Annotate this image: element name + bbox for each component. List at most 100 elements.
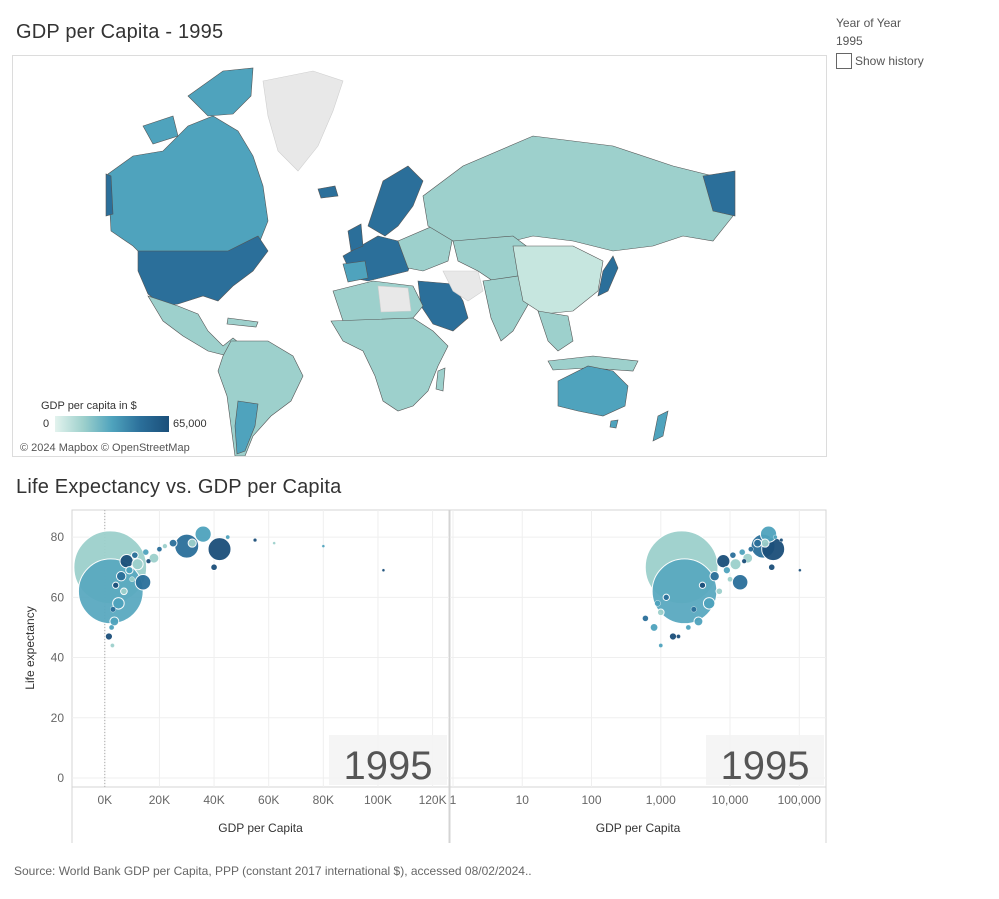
- year-filter-value[interactable]: 1995: [836, 34, 863, 48]
- country-point[interactable]: [656, 608, 665, 617]
- world-map[interactable]: GDP per capita in $ 0 65,000 © 2024 Mapb…: [12, 55, 827, 457]
- country-point[interactable]: [668, 632, 678, 641]
- map-region-indonesia[interactable]: [547, 355, 639, 372]
- x-tick-label: 120K: [419, 793, 447, 807]
- y-tick-label: 40: [51, 651, 65, 665]
- country-point[interactable]: [112, 597, 125, 610]
- show-history-checkbox[interactable]: [836, 53, 852, 69]
- map-region-scandinavia[interactable]: [367, 165, 424, 237]
- country-point[interactable]: [690, 606, 697, 613]
- country-point[interactable]: [148, 552, 160, 564]
- country-point[interactable]: [642, 615, 649, 622]
- country-point[interactable]: [767, 563, 776, 572]
- country-point[interactable]: [109, 616, 120, 627]
- country-point[interactable]: [722, 566, 731, 575]
- country-point[interactable]: [142, 548, 149, 556]
- country-point[interactable]: [112, 581, 120, 589]
- country-point[interactable]: [753, 538, 763, 548]
- y-tick-label: 0: [57, 771, 64, 785]
- map-region-new-zealand[interactable]: [652, 410, 669, 442]
- country-point[interactable]: [772, 534, 778, 540]
- map-region-australia[interactable]: [557, 365, 629, 417]
- country-point[interactable]: [685, 624, 692, 631]
- y-tick-label: 60: [51, 590, 65, 604]
- country-point[interactable]: [120, 587, 128, 596]
- country-point[interactable]: [134, 573, 152, 591]
- country-point[interactable]: [698, 581, 707, 589]
- country-point[interactable]: [693, 616, 704, 627]
- country-point[interactable]: [168, 538, 178, 548]
- country-point[interactable]: [702, 597, 716, 610]
- map-region-madagascar[interactable]: [435, 367, 446, 392]
- country-point[interactable]: [156, 546, 163, 552]
- map-region-iceland[interactable]: [317, 185, 339, 199]
- map-region-japan[interactable]: [597, 255, 619, 297]
- map-region-greenland[interactable]: [262, 70, 344, 172]
- country-point[interactable]: [381, 568, 386, 572]
- map-region-usa[interactable]: [137, 235, 269, 307]
- map-region-libya-egypt-nodata[interactable]: [377, 285, 412, 313]
- scatter-linear-panel[interactable]: 0 20 40 60 80 0K 20K 40K 60K 80K 100K 120K 1995 GDP p…: [51, 509, 450, 843]
- country-point[interactable]: [798, 568, 802, 572]
- map-region-canada-islands[interactable]: [187, 67, 254, 117]
- country-point[interactable]: [748, 546, 754, 552]
- country-point[interactable]: [662, 593, 670, 601]
- country-point[interactable]: [210, 563, 218, 572]
- map-region-china[interactable]: [512, 245, 604, 315]
- country-point[interactable]: [658, 643, 664, 648]
- map-region-canada-islands-2[interactable]: [142, 115, 179, 145]
- country-point[interactable]: [654, 600, 661, 607]
- country-point[interactable]: [715, 587, 724, 596]
- country-point[interactable]: [709, 571, 720, 582]
- country-point[interactable]: [729, 551, 737, 559]
- country-point[interactable]: [225, 534, 231, 540]
- country-point[interactable]: [145, 558, 152, 564]
- country-point[interactable]: [162, 543, 168, 549]
- country-point[interactable]: [716, 554, 731, 569]
- map-region-alaska[interactable]: [105, 173, 114, 217]
- country-point[interactable]: [779, 538, 784, 543]
- country-point[interactable]: [194, 525, 212, 543]
- map-region-uk[interactable]: [347, 223, 364, 252]
- map-region-caribbean[interactable]: [226, 317, 259, 328]
- map-attribution[interactable]: © 2024 Mapbox © OpenStreetMap: [20, 442, 190, 454]
- country-point[interactable]: [77, 558, 144, 625]
- map-region-southeast-asia[interactable]: [537, 310, 574, 352]
- show-history-toggle[interactable]: Show history: [836, 53, 924, 69]
- country-point[interactable]: [115, 571, 127, 582]
- country-point[interactable]: [272, 541, 276, 545]
- x-tick-label: 60K: [258, 793, 279, 807]
- country-point[interactable]: [760, 538, 770, 548]
- map-region-middle-east-nodata[interactable]: [442, 270, 484, 302]
- country-point[interactable]: [110, 606, 116, 613]
- country-point[interactable]: [131, 551, 139, 559]
- country-point[interactable]: [187, 538, 197, 548]
- x-tick-label: 100K: [364, 793, 392, 807]
- country-point[interactable]: [676, 634, 681, 639]
- country-point[interactable]: [125, 566, 134, 575]
- country-point[interactable]: [731, 573, 749, 591]
- y-axis-label: Life expectancy: [23, 606, 37, 689]
- country-point[interactable]: [110, 643, 115, 648]
- country-point[interactable]: [741, 558, 747, 564]
- country-point[interactable]: [739, 548, 746, 556]
- map-region-iberia[interactable]: [342, 260, 369, 283]
- legend-color-ramp: [55, 416, 169, 432]
- map-region-argentina[interactable]: [234, 400, 259, 455]
- country-point[interactable]: [649, 622, 659, 632]
- map-canvas[interactable]: [13, 56, 827, 457]
- country-point[interactable]: [321, 544, 326, 548]
- country-point[interactable]: [729, 558, 742, 571]
- map-region-tasmania[interactable]: [609, 419, 619, 429]
- map-region-russia-east[interactable]: [702, 170, 736, 217]
- country-point[interactable]: [129, 576, 135, 583]
- scatter-log-panel[interactable]: 1 10 100 1,000 10,000 100,000 1995 GDP per Capi…: [449, 509, 827, 843]
- country-point[interactable]: [207, 537, 232, 562]
- country-point[interactable]: [104, 632, 114, 641]
- country-point[interactable]: [108, 624, 115, 631]
- country-point[interactable]: [131, 558, 144, 571]
- country-point[interactable]: [727, 576, 733, 583]
- map-region-sub-saharan-africa[interactable]: [330, 317, 449, 412]
- country-point[interactable]: [253, 538, 258, 543]
